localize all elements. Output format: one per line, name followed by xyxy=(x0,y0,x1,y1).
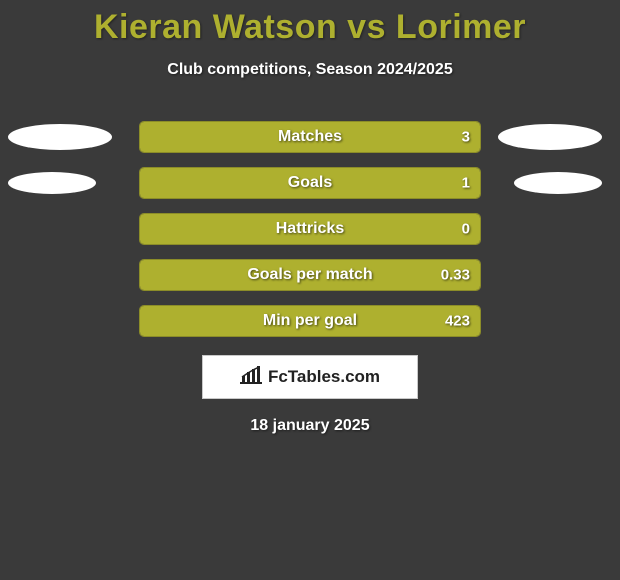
stat-label: Matches xyxy=(140,128,480,146)
stat-row: Hattricks0 xyxy=(0,213,620,245)
stat-bar: Goals per match0.33 xyxy=(139,259,481,291)
right-value-ellipse xyxy=(498,124,602,150)
date-label: 18 january 2025 xyxy=(0,417,620,435)
stat-label: Min per goal xyxy=(140,312,480,330)
stat-label: Hattricks xyxy=(140,220,480,238)
stat-bar: Hattricks0 xyxy=(139,213,481,245)
stat-row: Goals1 xyxy=(0,167,620,199)
chart-icon xyxy=(240,366,262,389)
stat-bar: Matches3 xyxy=(139,121,481,153)
brand-box[interactable]: FcTables.com xyxy=(202,355,418,399)
stat-bar: Goals1 xyxy=(139,167,481,199)
left-value-ellipse xyxy=(8,172,96,194)
stat-value: 1 xyxy=(462,175,470,192)
stat-row: Matches3 xyxy=(0,121,620,153)
stat-row: Goals per match0.33 xyxy=(0,259,620,291)
stats-container: Matches3Goals1Hattricks0Goals per match0… xyxy=(0,121,620,337)
stat-value: 0.33 xyxy=(441,267,470,284)
left-value-ellipse xyxy=(8,124,112,150)
page-title: Kieran Watson vs Lorimer xyxy=(0,0,620,47)
stat-bar: Min per goal423 xyxy=(139,305,481,337)
stat-value: 0 xyxy=(462,221,470,238)
stat-value: 423 xyxy=(445,313,470,330)
stat-label: Goals xyxy=(140,174,480,192)
stat-row: Min per goal423 xyxy=(0,305,620,337)
subtitle: Club competitions, Season 2024/2025 xyxy=(0,61,620,79)
stat-value: 3 xyxy=(462,129,470,146)
brand-text: FcTables.com xyxy=(268,367,380,387)
right-value-ellipse xyxy=(514,172,602,194)
stat-label: Goals per match xyxy=(140,266,480,284)
